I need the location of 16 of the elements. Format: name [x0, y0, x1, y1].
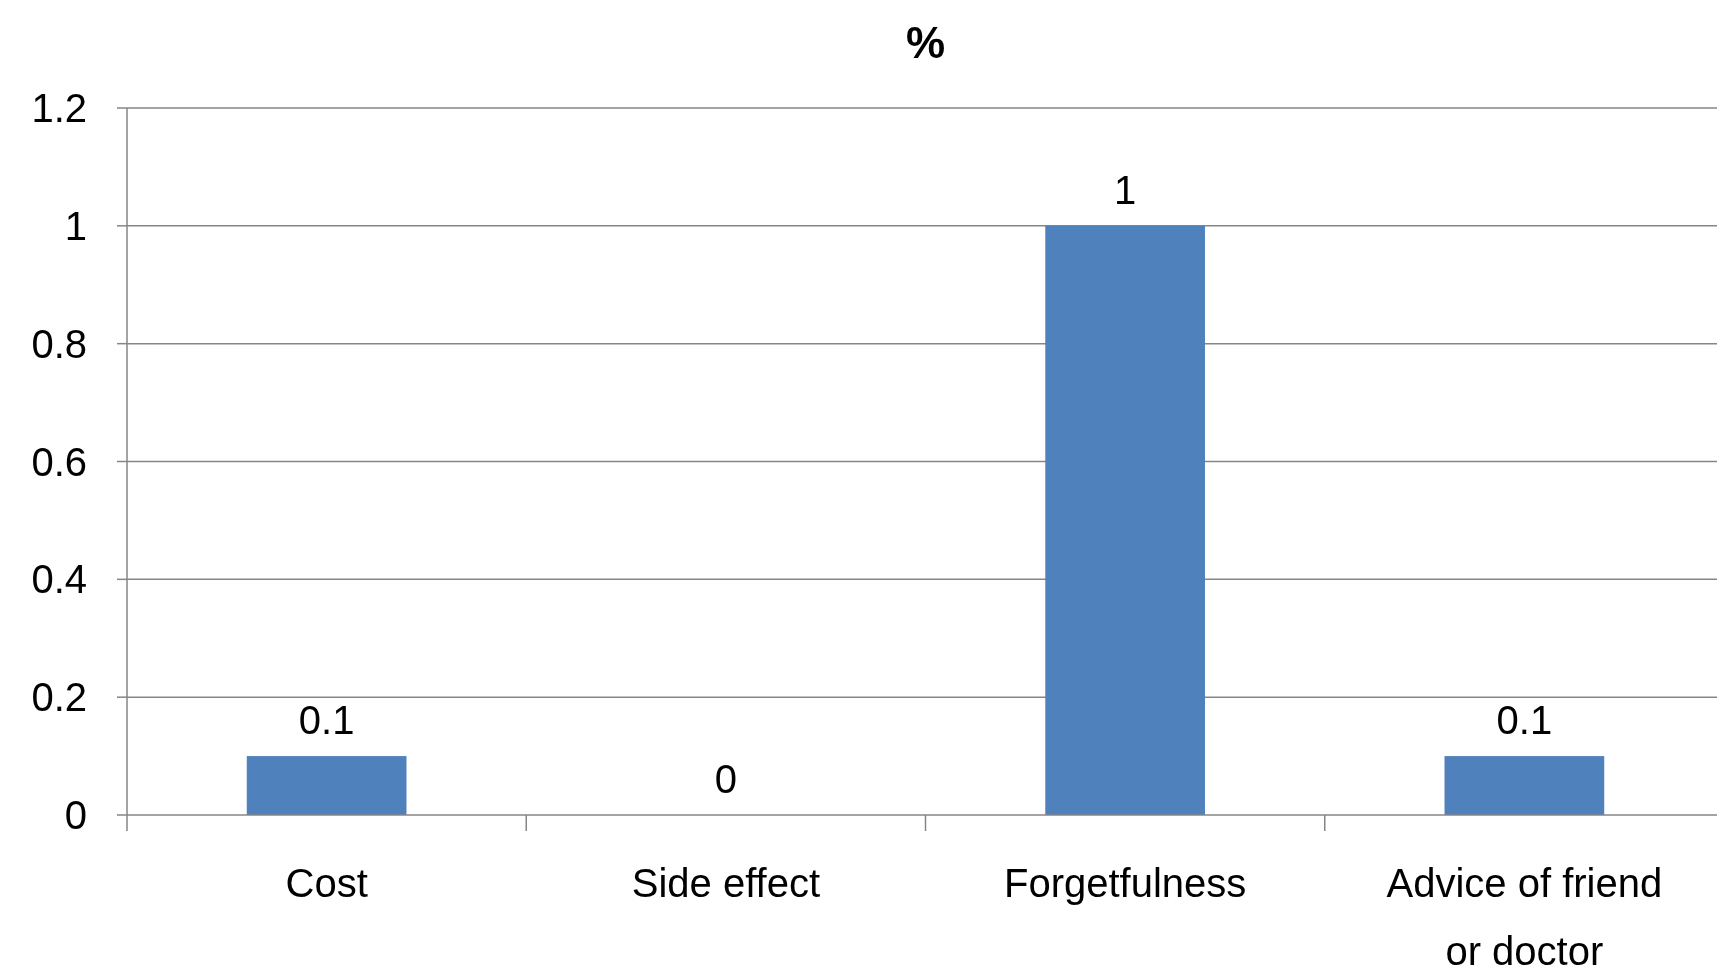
y-tick-label: 0.2 — [31, 675, 87, 720]
x-tick-label: Advice of friend or doctor — [1386, 861, 1663, 973]
x-tick-label: Cost — [285, 861, 368, 905]
y-tick-label: 1.2 — [31, 86, 87, 130]
y-tick-label: 1 — [64, 203, 87, 248]
y-tick-label: 0.4 — [31, 557, 87, 602]
y-tick-label: 0.8 — [31, 321, 87, 366]
data-label: 1 — [1114, 167, 1137, 212]
data-label: 0.1 — [298, 698, 355, 743]
chart-title: % — [905, 18, 946, 67]
data-label: 0.1 — [1496, 698, 1553, 743]
x-tick-label: Forgetfulness — [1003, 861, 1247, 905]
y-tick-label: 0.6 — [31, 439, 87, 484]
x-tick-label: Side effect — [631, 861, 821, 905]
y-tick-label: 0 — [64, 793, 87, 837]
data-label: 0 — [714, 757, 737, 801]
